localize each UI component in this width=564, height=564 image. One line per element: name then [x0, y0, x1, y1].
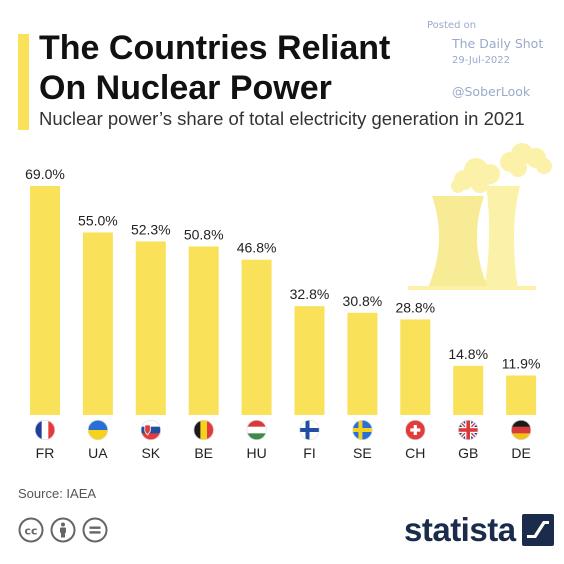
value-label-se: 30.8%: [343, 293, 383, 309]
bar-ch: [400, 319, 431, 415]
category-label-be: BE: [194, 445, 213, 461]
hungary-flag-icon: [246, 419, 267, 440]
license-icons: cc: [18, 517, 108, 543]
value-label-be: 50.8%: [184, 226, 224, 242]
value-label-hu: 46.8%: [237, 240, 277, 256]
bar-be: [188, 246, 219, 415]
category-label-se: SE: [353, 445, 372, 461]
bar-ua: [82, 232, 113, 415]
statista-logo-icon: [521, 514, 554, 546]
page-title: The Countries Reliant On Nuclear Power: [39, 28, 409, 108]
bar-fi: [294, 306, 325, 415]
value-label-gb: 14.8%: [448, 346, 488, 362]
bars-layer: [30, 186, 537, 415]
title-line-2: On Nuclear Power: [39, 69, 332, 107]
switzerland-flag-icon: [405, 419, 426, 440]
source-note: Source: IAEA: [18, 486, 97, 501]
category-label-fi: FI: [303, 445, 315, 461]
value-label-de: 11.9%: [502, 356, 541, 372]
posted-site: The Daily Shot: [452, 36, 544, 51]
brand-name: statista: [404, 511, 516, 548]
category-label-fr: FR: [36, 445, 55, 461]
title-line-1: The Countries Reliant: [39, 29, 391, 67]
attribution-icon: [50, 517, 76, 543]
bar-gb: [453, 365, 484, 415]
value-label-fi: 32.8%: [290, 286, 330, 302]
bar-sk: [135, 241, 166, 415]
slovakia-flag-icon: [140, 419, 161, 440]
svg-text:cc: cc: [24, 525, 37, 538]
title-accent-bar: [18, 34, 29, 130]
belgium-flag-icon: [193, 419, 214, 440]
flags-layer: [34, 419, 532, 440]
bar-hu: [241, 259, 272, 415]
germany-flag-icon: [511, 419, 532, 440]
nuclear-cooling-tower-icon: [408, 143, 552, 290]
value-label-sk: 52.3%: [131, 221, 171, 237]
sweden-flag-icon: [352, 419, 373, 440]
category-label-ua: UA: [88, 445, 108, 461]
posted-label: Posted on: [427, 20, 477, 31]
bar-de: [506, 375, 537, 415]
category-label-sk: SK: [141, 445, 160, 461]
bar-fr: [30, 186, 60, 415]
posted-handle: @SoberLook: [452, 84, 531, 99]
category-label-gb: GB: [458, 445, 478, 461]
category-label-ch: CH: [405, 445, 425, 461]
statista-brand: statista: [404, 510, 554, 550]
category-labels-layer: FR UA SK BE HU FI SE CH GB DE: [36, 445, 531, 461]
no-derivatives-icon: [82, 517, 108, 543]
creative-commons-icon: cc: [18, 517, 44, 543]
posted-date: 29-Jul-2022: [452, 55, 511, 66]
subtitle: Nuclear power’s share of total electrici…: [39, 108, 525, 129]
value-labels-layer: 69.0% 55.0% 52.3% 50.8% 46.8% 32.8% 30.8% 28.8%…: [25, 166, 540, 372]
category-label-hu: HU: [246, 445, 266, 461]
uk-flag-icon: [458, 419, 479, 440]
finland-flag-icon: [299, 419, 320, 440]
bar-se: [347, 312, 378, 415]
category-label-de: DE: [511, 445, 530, 461]
value-label-fr: 69.0%: [25, 166, 65, 182]
ukraine-flag-icon: [87, 419, 108, 440]
value-label-ch: 28.8%: [395, 299, 435, 315]
value-label-ua: 55.0%: [78, 212, 118, 228]
france-flag-icon: [34, 419, 55, 440]
